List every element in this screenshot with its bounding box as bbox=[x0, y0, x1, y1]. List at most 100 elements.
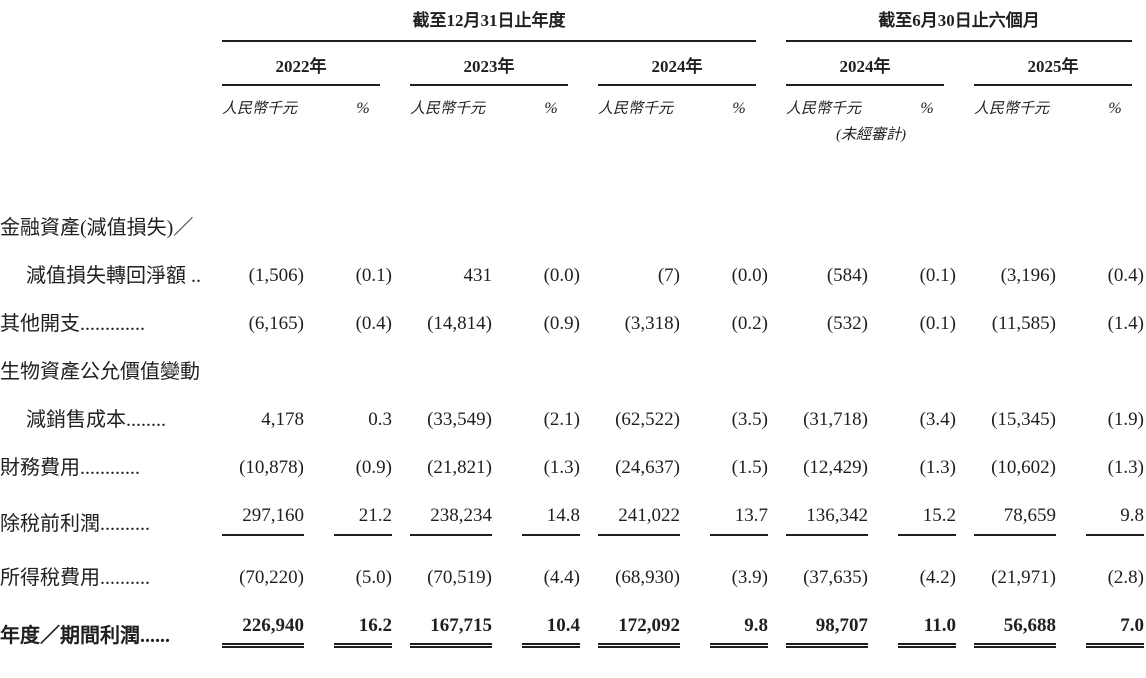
value-cell: 241,022 bbox=[598, 504, 680, 536]
currency-header: 人民幣千元 bbox=[222, 101, 298, 117]
year-group-cells: 98,707 11.0 bbox=[786, 614, 956, 648]
year-header: 2024年 bbox=[598, 56, 756, 86]
value-cell: 431 bbox=[463, 265, 493, 286]
year-group-cells: 4,178 0.3 bbox=[222, 408, 392, 432]
year-group-cells: (21,971) (2.8) bbox=[974, 566, 1144, 590]
value-cell: 136,342 bbox=[786, 504, 868, 536]
table-row: 財務費用............ (10,878) (0.9) (21,821) (1.… bbox=[0, 456, 1146, 480]
year-header-cell: 2025年 bbox=[974, 56, 1144, 86]
table-row: 金融資產(減值損失)／ bbox=[0, 216, 1146, 240]
percent-cell: 14.8 bbox=[522, 504, 580, 536]
percent-cell: 7.0 bbox=[1086, 614, 1144, 648]
row-label: 減銷售成本........ bbox=[26, 409, 166, 431]
percent-cell: (1.5) bbox=[731, 457, 768, 478]
percent-header: % bbox=[732, 100, 746, 117]
value-cell: (10,602) bbox=[991, 457, 1056, 478]
percent-cell: (0.0) bbox=[731, 265, 768, 286]
percent-cell: 16.2 bbox=[334, 614, 392, 648]
value-cell: (33,549) bbox=[427, 409, 492, 430]
year-group-cells: (11,585) (1.4) bbox=[974, 312, 1144, 336]
financial-statement-page: 截至12月31日止年度 截至6月30日止六個月 2022年 2023年 2024年 20… bbox=[0, 10, 1146, 678]
percent-cell: (0.4) bbox=[355, 313, 392, 334]
subheader-gap bbox=[680, 98, 710, 120]
period-header-interim: 截至6月30日止六個月 bbox=[786, 10, 1132, 42]
currency-header: 人民幣千元 bbox=[598, 101, 674, 117]
table-row: 年度／期間利潤...... 226,940 16.2 167,715 10.4 172,0… bbox=[0, 614, 1146, 648]
year-group-cells: 241,022 13.7 bbox=[598, 504, 768, 536]
year-header-cell: 2024年 bbox=[786, 56, 956, 86]
percent-cell: (0.1) bbox=[919, 313, 956, 334]
percent-cell: (0.2) bbox=[731, 313, 768, 334]
value-cell: (12,429) bbox=[803, 457, 868, 478]
subheader-wrap: 人民幣千元% bbox=[786, 98, 956, 120]
year-group-cells: 172,092 9.8 bbox=[598, 614, 768, 648]
year-group-cells: 297,160 21.2 bbox=[222, 504, 392, 536]
currency-header: 人民幣千元 bbox=[974, 101, 1050, 117]
currency-header: 人民幣千元 bbox=[410, 101, 486, 117]
value-cell: (21,821) bbox=[427, 457, 492, 478]
year-header: 2024年 bbox=[786, 56, 944, 86]
column-subheader-row: 人民幣千元% 人民幣千元% 人民幣千元% 人民幣千元% 人民幣千元% bbox=[0, 98, 1146, 120]
table-row: 減銷售成本........ 4,178 0.3 (33,549) (2.1) (62,52… bbox=[0, 408, 1146, 432]
subheader-cell: 人民幣千元% bbox=[786, 98, 956, 120]
year-group-cells: 136,342 15.2 bbox=[786, 504, 956, 536]
value-cell: (3,196) bbox=[1000, 265, 1056, 286]
percent-cell: 21.2 bbox=[334, 504, 392, 536]
subheader-wrap: 人民幣千元% bbox=[222, 98, 392, 120]
table-row: 其他開支............. (6,165) (0.4) (14,814) (0.… bbox=[0, 312, 1146, 336]
year-group-cells: (532) (0.1) bbox=[786, 312, 956, 336]
year-group-cells: (21,821) (1.3) bbox=[410, 456, 580, 480]
value-cell: (31,718) bbox=[803, 409, 868, 430]
subheader-wrap: 人民幣千元% bbox=[974, 98, 1144, 120]
percent-cell: (3.5) bbox=[731, 409, 768, 430]
year-group-cells: (37,635) (4.2) bbox=[786, 566, 956, 590]
year-group-cells: 431 (0.0) bbox=[410, 264, 581, 288]
value-cell: (584) bbox=[826, 265, 868, 286]
value-cell: 172,092 bbox=[598, 614, 680, 648]
percent-cell: (2.8) bbox=[1107, 567, 1144, 588]
year-header-row: 2022年 2023年 2024年 2024年 2025年 bbox=[0, 56, 1146, 86]
percent-cell: (1.3) bbox=[919, 457, 956, 478]
year-group-cells: (31,718) (3.4) bbox=[786, 408, 956, 432]
period-header-row: 截至12月31日止年度 截至6月30日止六個月 bbox=[0, 10, 1146, 42]
subheader-gap bbox=[304, 98, 334, 120]
year-group-cells: (15,345) (1.9) bbox=[974, 408, 1144, 432]
table-row: 所得稅費用.......... (70,220) (5.0) (70,519) (4.4… bbox=[0, 566, 1146, 590]
value-cell: (24,637) bbox=[615, 457, 680, 478]
table-row: 減值損失轉回淨額 .. (1,506) (0.1) 431 (0.0) (7) (0.0)(… bbox=[0, 264, 1146, 288]
value-cell: (70,220) bbox=[239, 567, 304, 588]
percent-cell: (4.2) bbox=[919, 567, 956, 588]
row-label: 年度／期間利潤...... bbox=[0, 625, 170, 647]
year-group-cells: (3,318) (0.2) bbox=[598, 312, 768, 336]
percent-cell: 13.7 bbox=[710, 504, 768, 536]
value-cell: (3,318) bbox=[624, 313, 680, 334]
percent-cell: (0.1) bbox=[919, 265, 956, 286]
value-cell: 78,659 bbox=[974, 504, 1056, 536]
percent-header: % bbox=[356, 100, 370, 117]
year-group-cells: (70,519) (4.4) bbox=[410, 566, 580, 590]
row-label: 財務費用............ bbox=[0, 457, 140, 479]
year-group-cells: (33,549) (2.1) bbox=[410, 408, 580, 432]
subheader-gap bbox=[492, 98, 522, 120]
percent-cell: (1.9) bbox=[1107, 409, 1144, 430]
year-group-cells: (12,429) (1.3) bbox=[786, 456, 956, 480]
unaudited-note: (未經審計) bbox=[836, 127, 906, 143]
subheader-gap bbox=[868, 98, 898, 120]
value-cell: (7) bbox=[657, 265, 680, 286]
table-body: 金融資產(減值損失)／ 減值損失轉回淨額 .. (1,506) (0.1) 431 (0.… bbox=[0, 216, 1146, 648]
percent-cell: (0.9) bbox=[355, 457, 392, 478]
year-header: 2025年 bbox=[974, 56, 1132, 86]
year-group-cells: (10,602) (1.3) bbox=[974, 456, 1144, 480]
value-cell: 56,688 bbox=[974, 614, 1056, 648]
row-label: 金融資產(減值損失)／ bbox=[0, 217, 194, 239]
year-header: 2023年 bbox=[410, 56, 568, 86]
value-cell: (532) bbox=[826, 313, 868, 334]
percent-header: % bbox=[544, 100, 558, 117]
value-cell: (68,930) bbox=[615, 567, 680, 588]
table-row: 生物資產公允價值變動 bbox=[0, 360, 1146, 384]
year-group-cells: 78,659 9.8 bbox=[974, 504, 1144, 536]
year-group-cells: (10,878) (0.9) bbox=[222, 456, 392, 480]
value-cell: 238,234 bbox=[410, 504, 492, 536]
percent-cell: (5.0) bbox=[355, 567, 392, 588]
percent-cell: 0.3 bbox=[368, 409, 392, 430]
